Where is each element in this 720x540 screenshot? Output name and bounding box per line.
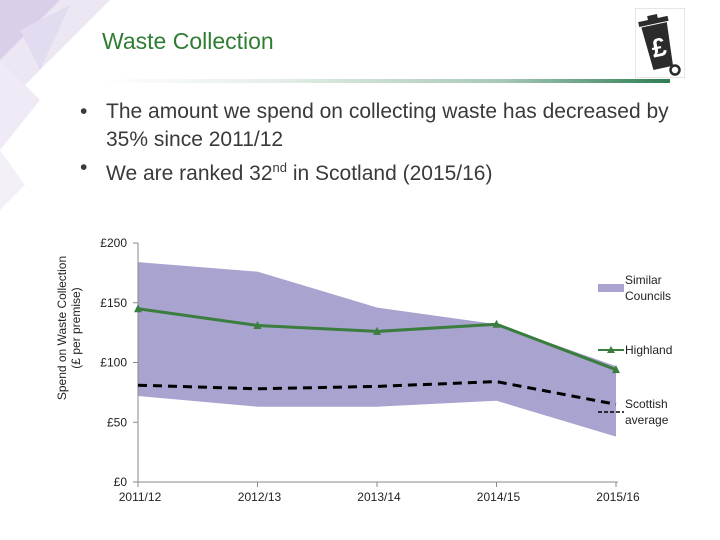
x-tick-label: 2013/14 <box>357 490 401 504</box>
highland-point <box>134 304 142 313</box>
legend-label: Scottish <box>625 397 668 411</box>
bullet-superscript: nd <box>272 160 288 175</box>
y-tick-label: £50 <box>107 415 127 429</box>
y-axis-title: Spend on Waste Collection <box>55 256 69 400</box>
y-tick-label: £0 <box>114 475 128 489</box>
scottish-average-line <box>137 380 617 406</box>
corner-decoration <box>0 0 110 210</box>
bullet-list: The amount we spend on collecting waste … <box>80 98 700 188</box>
similar-councils-band <box>138 262 616 437</box>
highland-point <box>492 319 501 328</box>
y-tick-label: £100 <box>100 356 127 370</box>
legend-label: average <box>625 413 669 427</box>
bullet-text: We are ranked 32 <box>106 162 273 185</box>
y-tick-label: £200 <box>100 236 127 250</box>
bullet-text: in Scotland (2015/16) <box>287 162 493 185</box>
legend-band-swatch <box>598 284 624 292</box>
bullet-text: The amount we spend on collecting waste … <box>106 100 669 151</box>
x-tick-label: 2014/15 <box>477 490 521 504</box>
y-tick-label: £150 <box>100 296 127 310</box>
legend-label: Similar <box>625 273 662 287</box>
legend-label: Highland <box>625 343 672 357</box>
legend-highland-marker <box>607 346 615 353</box>
svg-text:£: £ <box>649 31 670 63</box>
waste-bin-pound-icon: £ <box>635 8 685 78</box>
highland-point <box>253 320 262 329</box>
legend-label: Councils <box>625 289 671 303</box>
bullet-item: The amount we spend on collecting waste … <box>80 98 700 154</box>
y-axis-title: (£ per premise) <box>69 287 83 368</box>
title-underline <box>100 79 670 83</box>
highland-point <box>612 365 620 374</box>
x-tick-label: 2015/16 <box>596 490 640 504</box>
highland-point <box>373 326 381 335</box>
x-tick-label: 2011/12 <box>119 490 162 504</box>
bullet-item: We are ranked 32nd in Scotland (2015/16) <box>80 154 700 188</box>
slide-title: Waste Collection <box>102 28 274 54</box>
x-tick-label: 2012/13 <box>238 490 282 504</box>
